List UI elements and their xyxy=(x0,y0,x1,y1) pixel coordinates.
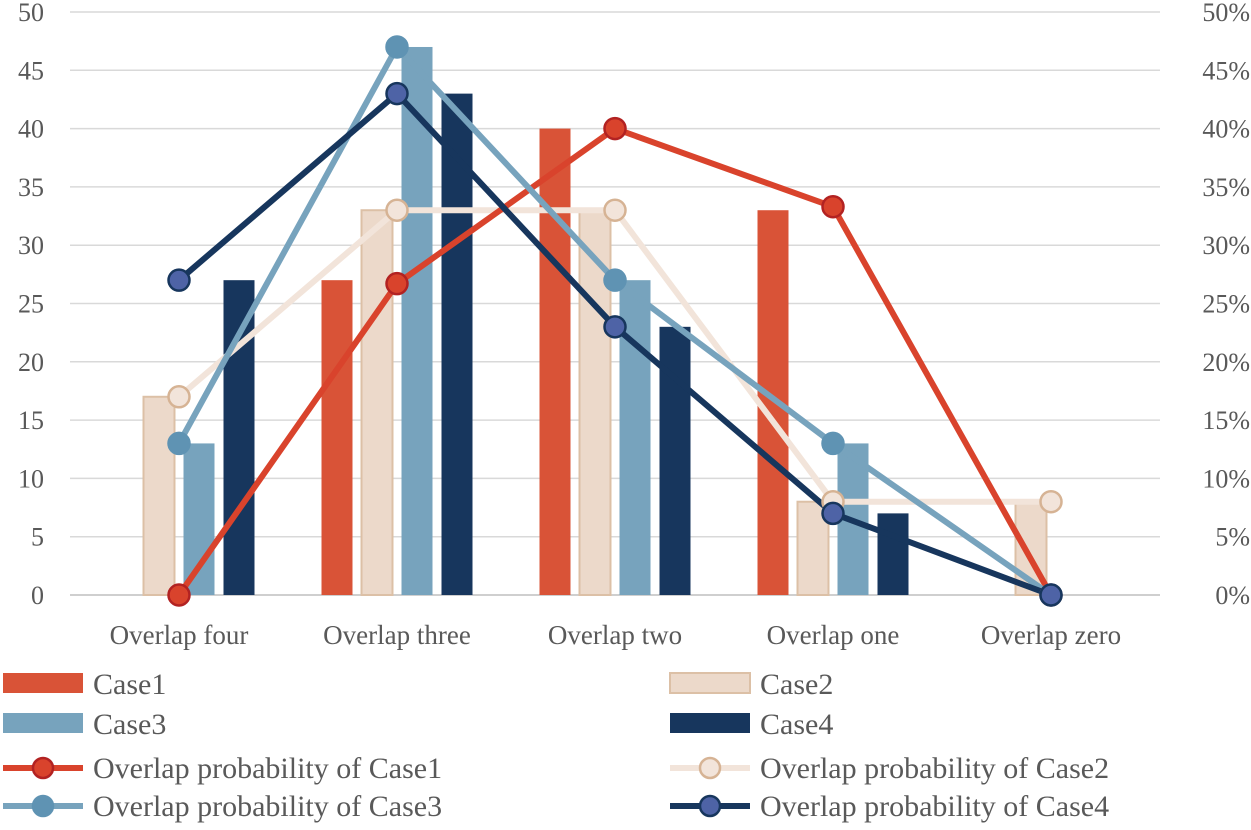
x-tick-label: Overlap one xyxy=(767,620,900,650)
markers-layer xyxy=(167,35,1063,607)
y2-tick-label: 40% xyxy=(1202,115,1250,144)
y2-tick-label: 15% xyxy=(1202,406,1250,435)
y2-tick-label: 45% xyxy=(1202,56,1250,85)
legend-item-case4[interactable]: Case4 xyxy=(670,708,833,741)
legend-swatch-case4 xyxy=(670,713,750,733)
legend-item-case1[interactable]: Case1 xyxy=(3,668,166,701)
x-tick-label: Overlap two xyxy=(548,620,682,650)
marker-prob4-2[interactable] xyxy=(603,315,627,339)
y2-tick-label: 50% xyxy=(1202,0,1250,27)
y-tick-label: 35 xyxy=(18,173,44,202)
bar-case4-3[interactable] xyxy=(877,513,909,595)
y-tick-label: 45 xyxy=(18,56,44,85)
legend-item-case2[interactable]: Case2 xyxy=(669,668,833,701)
marker-prob2-2[interactable] xyxy=(603,198,627,222)
legend-marker-prob3 xyxy=(31,794,55,818)
y2-tick-label: 10% xyxy=(1202,464,1250,493)
right-y-axis: 0% 5% 10% 15% 20% 25% 30% 35% 40% 45% 50% xyxy=(1202,0,1250,610)
marker-prob1-0[interactable] xyxy=(167,583,191,607)
bar-case2-3[interactable] xyxy=(796,500,830,596)
legend-swatch-case3 xyxy=(3,713,83,733)
marker-prob4-3[interactable] xyxy=(821,501,845,526)
marker-prob1-1[interactable] xyxy=(385,271,409,296)
legend-item-prob4[interactable]: Overlap probability of Case4 xyxy=(670,790,1109,823)
legend-label-prob2: Overlap probability of Case2 xyxy=(760,752,1109,785)
bar-case4-0[interactable] xyxy=(223,280,255,595)
legend-swatch-case1 xyxy=(3,673,83,693)
marker-prob1-3[interactable] xyxy=(821,194,845,219)
y2-tick-label: 20% xyxy=(1202,348,1250,377)
legend-label-prob4: Overlap probability of Case4 xyxy=(760,790,1109,823)
x-tick-label: Overlap zero xyxy=(981,620,1121,650)
bars-layer xyxy=(142,46,1048,596)
legend-item-prob2[interactable]: Overlap probability of Case2 xyxy=(670,752,1109,785)
legend-label-case2: Case2 xyxy=(760,668,833,701)
x-axis-categories: Overlap four Overlap three Overlap two Over… xyxy=(110,620,1121,650)
marker-prob3-3[interactable] xyxy=(821,431,845,456)
y-tick-label: 10 xyxy=(18,464,44,493)
bar-case2-1[interactable] xyxy=(360,209,394,596)
marker-prob3-0[interactable] xyxy=(167,431,191,456)
bar-case3-0[interactable] xyxy=(183,443,215,595)
marker-prob2-1[interactable] xyxy=(385,198,409,222)
marker-prob2-4[interactable] xyxy=(1039,489,1063,514)
y2-tick-label: 25% xyxy=(1202,290,1250,319)
legend-marker-prob2 xyxy=(698,756,722,780)
legend-marker-prob4 xyxy=(698,794,722,818)
bar-case4-1[interactable] xyxy=(441,93,473,596)
legend-item-prob1[interactable]: Overlap probability of Case1 xyxy=(3,752,442,785)
y-tick-label: 5 xyxy=(31,523,44,552)
x-tick-label: Overlap three xyxy=(323,620,471,650)
y-tick-label: 30 xyxy=(18,231,44,260)
y2-tick-label: 0% xyxy=(1215,581,1250,610)
legend-label-prob3: Overlap probability of Case3 xyxy=(93,790,442,823)
legend-label-case1: Case1 xyxy=(93,668,166,701)
line-prob4[interactable] xyxy=(176,90,1054,598)
y-tick-label: 40 xyxy=(18,115,44,144)
legend-marker-prob1 xyxy=(31,756,55,780)
legend-label-case4: Case4 xyxy=(760,708,833,741)
bar-case1-1[interactable] xyxy=(321,280,353,595)
bar-case2-0[interactable] xyxy=(142,395,176,596)
bar-case3-1[interactable] xyxy=(401,46,433,596)
y2-tick-label: 5% xyxy=(1215,523,1250,552)
marker-prob3-1[interactable] xyxy=(385,35,409,59)
legend: Case1 Case2 Case3 Case4 Overlap probabil… xyxy=(3,668,1109,823)
y-tick-label: 25 xyxy=(18,290,44,319)
marker-prob2-0[interactable] xyxy=(167,385,191,409)
marker-prob4-4[interactable] xyxy=(1039,583,1063,607)
legend-item-case3[interactable]: Case3 xyxy=(3,708,166,741)
y2-tick-label: 30% xyxy=(1202,231,1250,260)
marker-prob1-2[interactable] xyxy=(603,116,627,141)
legend-swatch-case2 xyxy=(669,672,751,694)
legend-label-case3: Case3 xyxy=(93,708,166,741)
y-tick-label: 50 xyxy=(18,0,44,27)
marker-prob3-2[interactable] xyxy=(603,268,627,292)
bar-case1-2[interactable] xyxy=(539,128,571,595)
legend-label-prob1: Overlap probability of Case1 xyxy=(93,752,442,785)
y-tick-label: 0 xyxy=(31,581,44,610)
y2-tick-label: 35% xyxy=(1202,173,1250,202)
marker-prob4-1[interactable] xyxy=(385,81,409,106)
left-y-axis: 0 5 10 15 20 25 30 35 40 45 50 xyxy=(18,0,44,610)
legend-item-prob3[interactable]: Overlap probability of Case3 xyxy=(3,790,442,823)
y-tick-label: 15 xyxy=(18,406,44,435)
marker-prob4-0[interactable] xyxy=(167,268,191,292)
y-tick-label: 20 xyxy=(18,348,44,377)
x-tick-label: Overlap four xyxy=(110,620,249,650)
